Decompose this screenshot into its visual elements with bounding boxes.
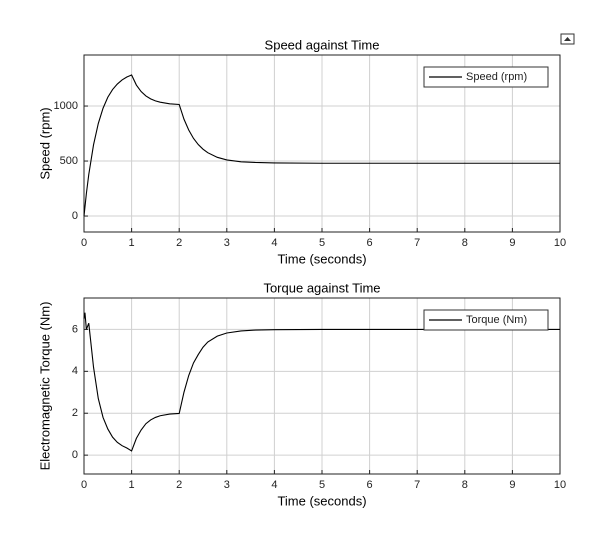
x-tick-label: 3	[224, 237, 230, 249]
legend-box	[423, 309, 549, 331]
plot-frame	[83, 54, 561, 233]
x-tick-label: 8	[462, 479, 468, 491]
x-tick-label: 7	[414, 237, 420, 249]
y-tick-label: 500	[60, 155, 78, 167]
x-tick-label: 1	[129, 479, 135, 491]
y-axis-label: Speed (rpm)	[37, 107, 52, 179]
x-tick-label: 9	[509, 237, 515, 249]
x-axis-label: Time (seconds)	[277, 251, 366, 266]
legend-label: Torque (Nm)	[466, 314, 527, 326]
x-tick-label: 4	[271, 237, 277, 249]
x-tick-label: 5	[319, 237, 325, 249]
y-tick-label: 6	[72, 323, 78, 335]
x-axis-label: Time (seconds)	[277, 493, 366, 508]
expand-icon-arrow	[564, 37, 571, 41]
y-tick-label: 1000	[54, 100, 78, 112]
y-axis-label: Electromagnetic Torque (Nm)	[37, 302, 52, 471]
y-tick-label: 2	[72, 407, 78, 419]
data-line	[83, 74, 560, 217]
x-tick-label: 0	[81, 237, 87, 249]
y-tick-label: 0	[72, 210, 78, 222]
x-tick-label: 2	[176, 237, 182, 249]
chart-title: Torque against Time	[263, 280, 380, 295]
x-tick-label: 5	[319, 479, 325, 491]
x-tick-label: 10	[554, 479, 566, 491]
legend-label: Speed (rpm)	[466, 71, 527, 83]
x-tick-label: 4	[271, 479, 277, 491]
chart-title: Speed against Time	[265, 37, 380, 52]
x-tick-label: 9	[509, 479, 515, 491]
y-tick-label: 0	[72, 449, 78, 461]
x-tick-label: 3	[224, 479, 230, 491]
x-tick-label: 8	[462, 237, 468, 249]
x-tick-label: 0	[81, 479, 87, 491]
x-tick-label: 10	[554, 237, 566, 249]
x-tick-label: 6	[367, 479, 373, 491]
x-tick-label: 6	[367, 237, 373, 249]
y-tick-label: 4	[72, 365, 78, 377]
legend-box	[423, 66, 549, 88]
x-tick-label: 7	[414, 479, 420, 491]
x-tick-label: 2	[176, 479, 182, 491]
x-tick-label: 1	[129, 237, 135, 249]
plot-frame	[83, 297, 561, 475]
data-line	[83, 312, 560, 452]
